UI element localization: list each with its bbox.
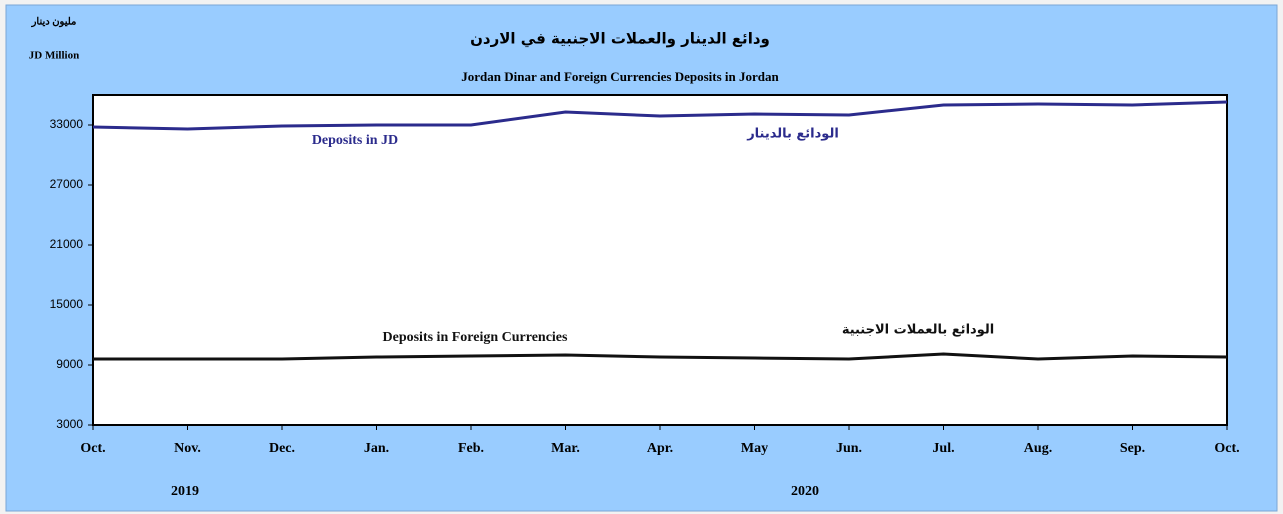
y-tick-label: 27000 <box>50 177 84 191</box>
unit-label-en: JD Million <box>29 50 79 62</box>
x-tick-label: Jul. <box>932 441 954 456</box>
x-tick-label: Dec. <box>269 441 295 456</box>
year-label: 2019 <box>171 484 199 499</box>
chart-subtitle: Jordan Dinar and Foreign Currencies Depo… <box>461 69 779 84</box>
unit-label-ar: مليون دينار <box>31 16 77 27</box>
x-tick-label: Jun. <box>836 441 862 456</box>
x-tick-label: Feb. <box>458 441 484 456</box>
y-tick-label: 15000 <box>50 297 84 311</box>
x-tick-label: Apr. <box>647 441 673 456</box>
x-tick-label: Jan. <box>364 441 389 456</box>
plot-area <box>92 94 1228 426</box>
y-tick-label: 3000 <box>56 417 83 431</box>
x-tick-label: Aug. <box>1024 441 1052 456</box>
y-tick-label: 33000 <box>50 117 84 131</box>
y-tick-label: 9000 <box>56 357 83 371</box>
series-line <box>93 352 1228 361</box>
x-tick-label: Oct. <box>80 441 105 456</box>
y-tick-label: 21000 <box>50 237 84 251</box>
series-label-ar: الودائع بالعملات الاجنبية <box>842 323 994 338</box>
series-label: Deposits in Foreign Currencies <box>383 330 569 345</box>
series-label: Deposits in JD <box>312 133 398 148</box>
x-tick-label: Oct. <box>1214 441 1239 456</box>
series-line <box>92 100 1228 131</box>
x-tick-label: Mar. <box>551 441 580 456</box>
chart-title: ودائع الدينار والعملات الاجنبية في الارد… <box>470 30 770 48</box>
x-tick-label: May <box>741 441 768 456</box>
x-tick-label: Sep. <box>1120 441 1145 456</box>
year-label: 2020 <box>791 484 819 499</box>
x-tick-label: Nov. <box>174 441 201 456</box>
series-label-ar: الودائع بالدينار <box>746 127 839 142</box>
